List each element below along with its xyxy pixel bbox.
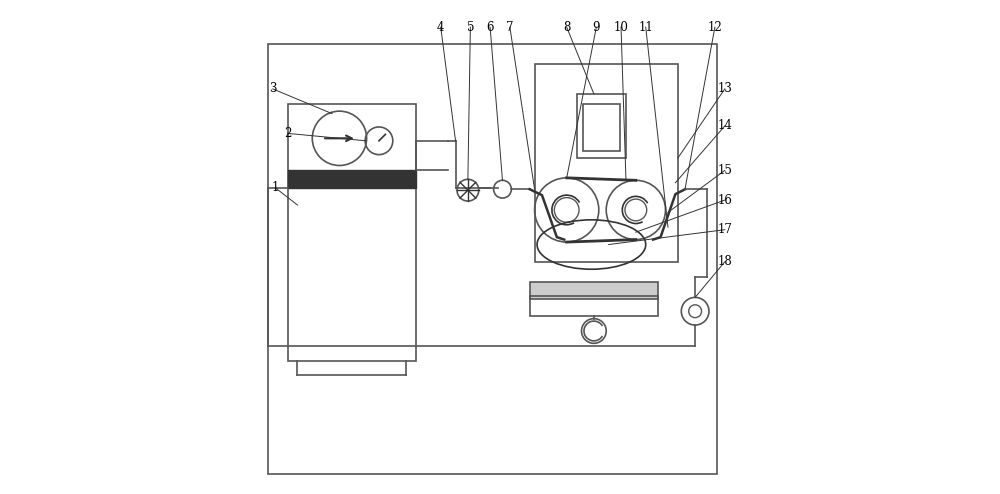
Bar [583,104,620,151]
Bar [535,64,678,262]
Text: 2: 2 [284,127,291,140]
Text: 12: 12 [708,21,722,34]
Text: 11: 11 [638,21,653,34]
Bar [530,296,658,316]
Text: 16: 16 [717,194,732,206]
Text: 1: 1 [272,181,279,194]
Bar [577,94,626,158]
Text: 8: 8 [563,21,570,34]
Text: 14: 14 [717,120,732,132]
Text: 15: 15 [717,164,732,177]
Bar [530,282,658,299]
Text: 17: 17 [717,223,732,236]
Text: 10: 10 [614,21,628,34]
Bar [288,104,416,361]
Text: 9: 9 [593,21,600,34]
Text: 3: 3 [269,82,277,95]
Text: 13: 13 [717,82,732,95]
Text: 18: 18 [717,255,732,268]
Text: 6: 6 [486,21,494,34]
Text: 7: 7 [506,21,514,34]
Bar [268,44,717,474]
Text: 4: 4 [437,21,444,34]
Text: 5: 5 [467,21,474,34]
